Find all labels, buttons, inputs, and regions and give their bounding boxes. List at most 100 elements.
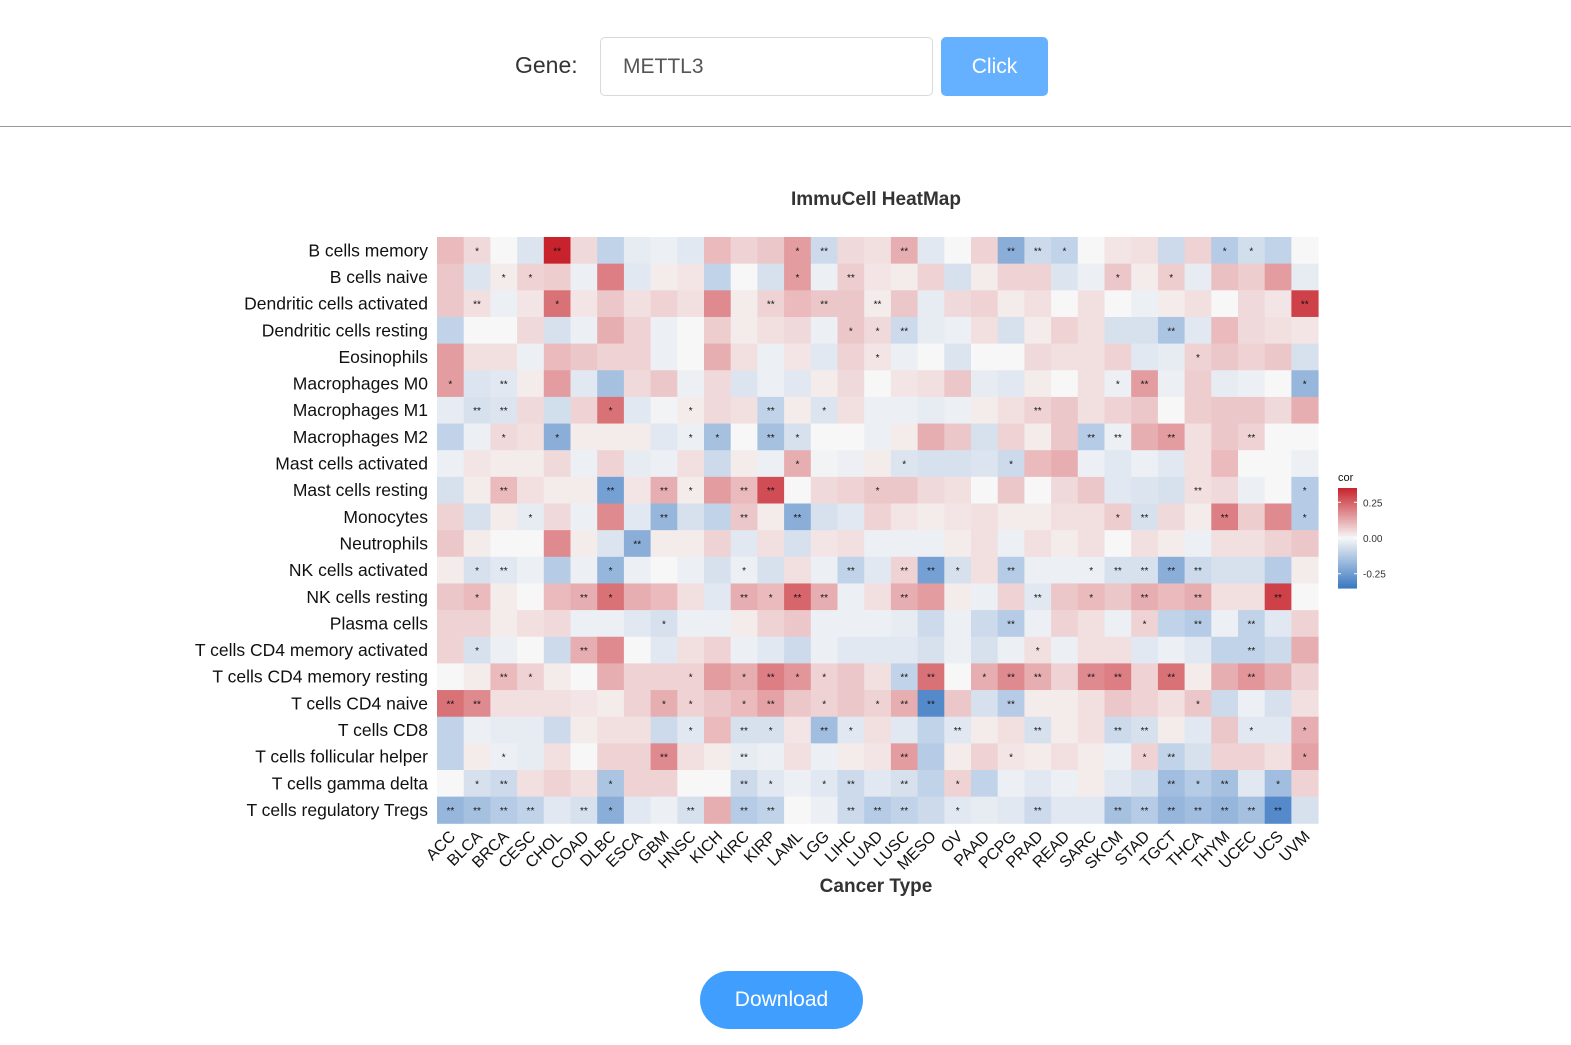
heatmap-cell <box>650 690 678 718</box>
significance-mark: * <box>475 646 479 657</box>
heatmap-cell <box>1264 316 1292 345</box>
heatmap-cell <box>677 503 705 531</box>
heatmap-cell <box>1211 556 1239 584</box>
heatmap-cell <box>1104 770 1132 798</box>
heatmap-cell <box>971 343 999 371</box>
heatmap-cell <box>864 316 892 345</box>
click-button[interactable]: Click <box>941 37 1048 96</box>
significance-mark: ** <box>847 806 855 817</box>
heatmap-cell <box>704 610 732 638</box>
significance-mark: ** <box>1221 513 1229 524</box>
heatmap-cell <box>730 396 758 425</box>
heatmap-cell <box>517 263 545 291</box>
heatmap-cell <box>890 583 919 611</box>
heatmap-cell <box>1024 530 1052 558</box>
significance-mark: * <box>1062 246 1066 257</box>
heatmap-cell <box>704 370 732 398</box>
heatmap-cell <box>1291 663 1319 691</box>
heatmap-cell <box>997 503 1025 531</box>
divider <box>0 126 1571 127</box>
significance-mark: ** <box>500 406 508 417</box>
heatmap-cell <box>890 237 919 265</box>
heatmap-cell <box>810 237 838 265</box>
legend-color-step <box>1338 578 1357 581</box>
heatmap-cell <box>917 663 945 691</box>
legend-color-step <box>1338 500 1357 503</box>
significance-mark: * <box>1116 380 1120 391</box>
heatmap-cell <box>917 237 945 265</box>
heatmap-cell <box>1264 530 1292 558</box>
significance-mark: ** <box>794 593 802 604</box>
significance-mark: ** <box>767 806 775 817</box>
heatmap-cell <box>1211 237 1239 265</box>
heatmap-cell <box>971 476 999 504</box>
heatmap-cell <box>1051 610 1079 638</box>
significance-mark: ** <box>1167 779 1175 790</box>
significance-mark: * <box>502 433 506 444</box>
significance-mark: ** <box>1301 300 1309 311</box>
heatmap-cell <box>730 716 758 744</box>
heatmap-cell <box>1184 690 1212 718</box>
heatmap-cell <box>463 716 491 744</box>
heatmap-cell <box>463 636 491 664</box>
legend-tick-label: 0.00 <box>1363 534 1383 545</box>
heatmap-cell <box>837 556 865 584</box>
significance-mark: ** <box>1167 566 1175 577</box>
heatmap-cell <box>490 423 518 451</box>
y-tick-label: Macrophages M2 <box>293 427 428 447</box>
heatmap-cell <box>1211 716 1239 744</box>
heatmap-cell <box>1104 583 1132 611</box>
significance-mark: * <box>502 273 506 284</box>
heatmap-cell <box>730 343 758 371</box>
heatmap-cell <box>1077 716 1105 744</box>
heatmap-cell <box>837 583 865 611</box>
heatmap-cell <box>757 636 785 664</box>
legend-color-step <box>1338 526 1357 529</box>
heatmap-cell <box>677 743 705 771</box>
legend-color-step <box>1338 568 1357 571</box>
significance-mark: * <box>528 273 532 284</box>
heatmap-cell <box>730 263 758 291</box>
legend-color-step <box>1338 552 1357 555</box>
heatmap-cell <box>810 716 838 744</box>
heatmap-cell <box>1184 370 1212 398</box>
heatmap-cell <box>1238 396 1266 425</box>
heatmap-cell <box>837 423 865 451</box>
heatmap-cell <box>490 690 518 718</box>
heatmap-cell <box>650 290 678 318</box>
heatmap-cell <box>704 476 732 504</box>
heatmap-cell <box>971 583 999 611</box>
heatmap-cell <box>1051 556 1079 584</box>
heatmap-cell <box>1051 450 1079 478</box>
download-button[interactable]: Download <box>700 971 863 1029</box>
heatmap-cell <box>917 263 945 291</box>
significance-mark: ** <box>1167 753 1175 764</box>
heatmap-cell <box>650 316 678 345</box>
heatmap-cell <box>1104 690 1132 718</box>
heatmap-cell <box>1051 237 1079 265</box>
heatmap-cell <box>490 796 518 824</box>
significance-mark: * <box>956 806 960 817</box>
heatmap-cell <box>1051 263 1079 291</box>
heatmap-cell <box>810 316 838 345</box>
heatmap-cell <box>864 796 892 824</box>
significance-mark: ** <box>1087 433 1095 444</box>
heatmap-cell <box>1157 716 1186 744</box>
heatmap-cell <box>623 530 652 558</box>
heatmap-cell <box>1238 610 1266 638</box>
heatmap-cell <box>543 610 571 638</box>
significance-mark: ** <box>900 673 908 684</box>
legend-tick-label: -0.25 <box>1363 570 1386 581</box>
heatmap-cell <box>1157 476 1186 504</box>
significance-mark: ** <box>1034 593 1042 604</box>
heatmap-cell <box>1184 476 1212 504</box>
heatmap-cell <box>971 423 999 451</box>
heatmap-cell <box>997 423 1025 451</box>
significance-mark: * <box>1303 486 1307 497</box>
heatmap-cell <box>677 636 705 664</box>
heatmap-cell <box>757 396 785 425</box>
significance-mark: ** <box>1247 646 1255 657</box>
gene-input[interactable] <box>600 37 933 96</box>
significance-mark: * <box>528 513 532 524</box>
heatmap-cell <box>1184 290 1212 318</box>
